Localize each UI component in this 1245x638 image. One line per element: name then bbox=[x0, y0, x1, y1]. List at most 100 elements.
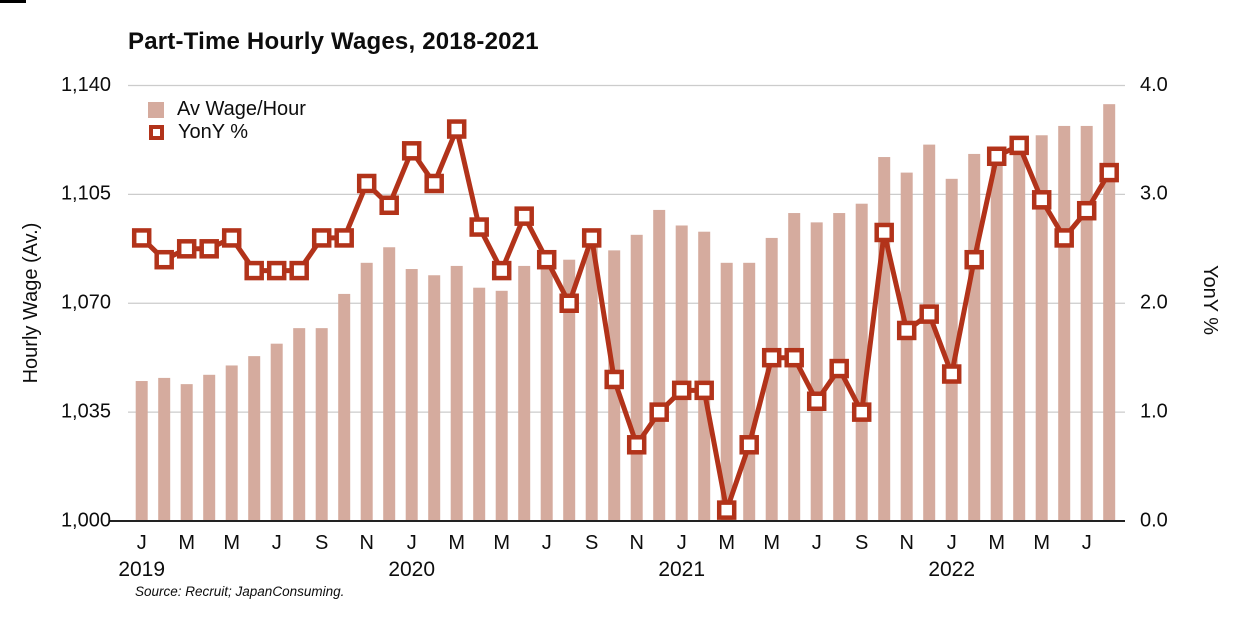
yony-marker bbox=[311, 228, 332, 248]
yony-marker bbox=[694, 380, 714, 401]
wage-bar bbox=[315, 328, 328, 521]
x-month-label: M bbox=[223, 532, 240, 554]
yony-marker bbox=[199, 239, 219, 259]
wage-bar bbox=[720, 262, 733, 521]
x-month-label: M bbox=[448, 532, 465, 554]
wage-bar bbox=[855, 203, 868, 521]
left-axis-title: Hourly Wage (Av.) bbox=[20, 223, 42, 384]
x-month-label: S bbox=[315, 532, 328, 554]
left-axis-tick-label: 1,070 bbox=[61, 292, 111, 314]
x-month-label: S bbox=[855, 532, 868, 554]
yony-marker bbox=[379, 195, 399, 216]
x-month-label: M bbox=[763, 532, 780, 554]
wage-bar bbox=[1080, 125, 1093, 522]
x-month-label: J bbox=[272, 532, 282, 554]
x-month-label: M bbox=[718, 532, 735, 554]
x-month-label: N bbox=[629, 532, 643, 554]
right-axis-tick-label: 4.0 bbox=[1140, 74, 1168, 96]
wage-bar bbox=[450, 265, 463, 521]
x-month-label: M bbox=[988, 532, 1005, 554]
wage-bar bbox=[810, 222, 823, 521]
yony-marker bbox=[806, 391, 827, 411]
x-year-label: 2021 bbox=[658, 558, 705, 581]
yony-marker bbox=[761, 347, 782, 368]
wage-bar bbox=[923, 144, 936, 521]
wage-bar-swatch-icon bbox=[148, 101, 164, 118]
wage-bar bbox=[990, 150, 1003, 521]
yony-marker bbox=[356, 173, 377, 194]
yony-marker bbox=[536, 249, 557, 270]
yony-marker bbox=[851, 402, 872, 422]
yony-marker bbox=[491, 260, 512, 281]
yony-marker bbox=[1076, 200, 1097, 221]
x-month-label: M bbox=[493, 532, 510, 554]
yony-marker bbox=[154, 249, 174, 270]
yony-marker bbox=[784, 347, 804, 368]
legend-item-wage: Av Wage/Hour bbox=[148, 98, 306, 121]
wage-bar bbox=[225, 365, 238, 521]
x-month-label: J bbox=[542, 532, 552, 554]
wage-bar bbox=[270, 343, 283, 521]
x-month-label: M bbox=[178, 532, 195, 554]
wage-bar bbox=[518, 265, 531, 521]
yony-marker bbox=[401, 141, 422, 161]
wage-bar bbox=[1058, 125, 1071, 522]
x-month-label: N bbox=[899, 532, 913, 554]
wage-bar bbox=[698, 231, 711, 522]
x-month-label: J bbox=[407, 532, 417, 554]
x-month-label: J bbox=[1082, 532, 1092, 554]
source-note: Source: Recruit; JapanConsuming. bbox=[135, 584, 345, 599]
legend-item-yony: YonY % bbox=[148, 121, 306, 144]
wage-bar bbox=[878, 157, 891, 521]
screenshot-corner-mark bbox=[0, 0, 26, 3]
wage-bar bbox=[585, 241, 598, 522]
wage-bar bbox=[765, 237, 778, 522]
yony-marker bbox=[1054, 228, 1074, 248]
legend-wage-label: Av Wage/Hour bbox=[177, 98, 306, 120]
chart-title: Part-Time Hourly Wages, 2018-2021 bbox=[128, 28, 539, 55]
yony-marker bbox=[1009, 135, 1029, 156]
right-axis-tick-label: 3.0 bbox=[1140, 183, 1168, 205]
wage-bar bbox=[293, 328, 306, 521]
right-axis-title: YonY % bbox=[1199, 265, 1221, 335]
x-month-label: N bbox=[359, 532, 373, 554]
wage-bar bbox=[180, 384, 193, 521]
right-axis-tick-label: 2.0 bbox=[1140, 292, 1168, 314]
wage-bar bbox=[383, 247, 396, 521]
wage-bar bbox=[473, 287, 486, 521]
yony-marker bbox=[964, 249, 984, 270]
yony-marker-swatch-icon bbox=[149, 125, 164, 140]
wage-bar bbox=[360, 262, 373, 521]
yony-marker bbox=[874, 222, 894, 243]
wage-bar bbox=[495, 290, 508, 521]
yony-marker bbox=[671, 380, 692, 401]
x-year-label: 2019 bbox=[118, 558, 165, 581]
yony-marker bbox=[244, 260, 264, 281]
x-year-label: 2020 bbox=[388, 558, 435, 581]
wage-bar bbox=[945, 178, 958, 522]
yony-line bbox=[139, 120, 1112, 520]
yony-marker bbox=[716, 500, 737, 520]
x-month-label: J bbox=[812, 532, 822, 554]
yony-marker bbox=[424, 173, 444, 194]
yony-marker bbox=[986, 146, 1007, 167]
wage-bar bbox=[405, 269, 418, 521]
left-axis-tick-label: 1,105 bbox=[61, 183, 111, 205]
wage-bar bbox=[248, 356, 261, 521]
wage-bar bbox=[135, 381, 148, 521]
yony-marker bbox=[604, 369, 624, 390]
yony-marker bbox=[176, 239, 197, 259]
yony-marker bbox=[896, 320, 917, 341]
x-month-label: J bbox=[947, 532, 957, 554]
yony-marker bbox=[626, 435, 647, 455]
yony-marker bbox=[739, 435, 759, 455]
right-axis-tick-label: 1.0 bbox=[1140, 400, 1168, 422]
yony-marker bbox=[559, 293, 579, 313]
left-axis-tick-label: 1,140 bbox=[61, 74, 111, 96]
wage-bar bbox=[338, 293, 351, 521]
wage-bar bbox=[630, 234, 643, 522]
wage-bar bbox=[653, 209, 666, 521]
wage-bar bbox=[540, 262, 553, 521]
legend: Av Wage/Hour YonY % bbox=[148, 98, 306, 144]
